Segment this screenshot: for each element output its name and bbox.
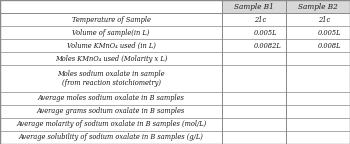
Text: Sample B1: Sample B1 bbox=[234, 3, 274, 11]
Text: Average molarity of sodium oxalate in B samples (mol/L): Average molarity of sodium oxalate in B … bbox=[16, 120, 206, 128]
Text: Volume KMnO₄ used (in L): Volume KMnO₄ used (in L) bbox=[67, 42, 155, 50]
Text: 21c: 21c bbox=[318, 16, 330, 24]
Bar bbox=[0, 39, 350, 52]
Text: 0.005L: 0.005L bbox=[254, 29, 278, 37]
Bar bbox=[0, 0, 222, 13]
Text: Volume of sample(in L): Volume of sample(in L) bbox=[72, 29, 150, 37]
Text: Average moles sodium oxalate in B samples: Average moles sodium oxalate in B sample… bbox=[38, 94, 184, 102]
Bar bbox=[0, 13, 350, 26]
Text: 21c: 21c bbox=[254, 16, 266, 24]
Bar bbox=[0, 105, 350, 118]
Text: Average grams sodium oxalate in B samples: Average grams sodium oxalate in B sample… bbox=[37, 107, 185, 115]
Text: Moles sodium oxalate in sample
(from reaction stoichiometry): Moles sodium oxalate in sample (from rea… bbox=[57, 70, 165, 87]
Bar bbox=[222, 0, 286, 13]
Text: 0.0082L: 0.0082L bbox=[254, 42, 282, 50]
Bar bbox=[286, 0, 350, 13]
Bar bbox=[0, 118, 350, 131]
Text: 0.005L: 0.005L bbox=[318, 29, 342, 37]
Bar bbox=[0, 66, 350, 92]
Text: Sample B2: Sample B2 bbox=[298, 3, 338, 11]
Bar bbox=[0, 92, 350, 105]
Bar bbox=[0, 52, 350, 66]
Bar bbox=[0, 26, 350, 39]
Text: Moles KMnO₄ used (Molarity x L): Moles KMnO₄ used (Molarity x L) bbox=[55, 55, 167, 63]
Bar bbox=[0, 131, 350, 144]
Text: Temperature of Sample: Temperature of Sample bbox=[72, 16, 150, 24]
Text: Average solubility of sodium oxalate in B samples (g/L): Average solubility of sodium oxalate in … bbox=[19, 133, 204, 141]
Text: 0.008L: 0.008L bbox=[318, 42, 342, 50]
